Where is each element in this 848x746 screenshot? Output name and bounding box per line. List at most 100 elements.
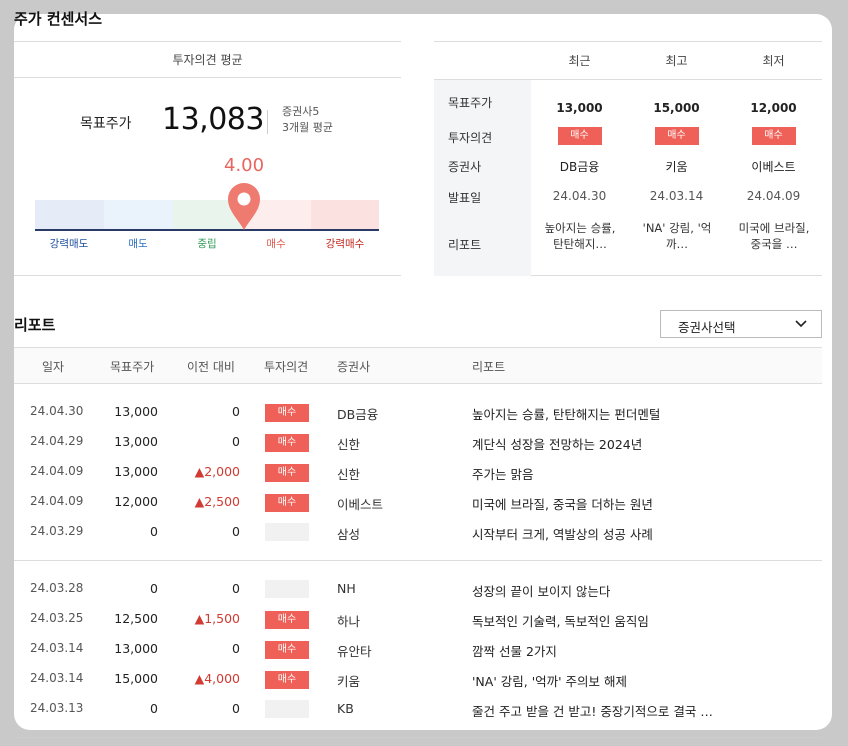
target-price-value: 13,083 xyxy=(162,102,264,137)
row-report-link[interactable]: 계단식 성장을 전망하는 2024년 xyxy=(472,437,643,452)
high-report-link[interactable]: 'NA' 강림, '억까… xyxy=(642,221,712,251)
row-date: 24.03.14 xyxy=(30,671,84,685)
row-opinion: 매수 xyxy=(265,610,309,629)
opinion-badge: 매수 xyxy=(265,464,309,482)
table-row[interactable]: 24.03.28 0 0 NH 성장의 끝이 보이지 않는다 xyxy=(14,574,822,604)
low-date: 24.04.09 xyxy=(746,189,801,203)
header-target-price: 목표주가 xyxy=(110,360,155,374)
row-date: 24.03.13 xyxy=(30,701,84,715)
divider xyxy=(14,737,822,738)
recent-price: 13,000 xyxy=(556,101,603,115)
row-target-price: 13,000 xyxy=(114,464,158,479)
row-report-link[interactable]: 높아지는 승률, 탄탄해지는 펀더멘털 xyxy=(472,407,661,422)
opinion-badge xyxy=(265,523,309,541)
row-date: 24.03.28 xyxy=(30,581,84,595)
low-firm: 이베스트 xyxy=(751,160,796,174)
table-row[interactable]: 24.03.29 0 0 삼성 시작부터 크게, 역발상의 성공 사례 xyxy=(14,517,822,547)
header-report: 리포트 xyxy=(472,360,506,374)
row-change: 0 xyxy=(232,404,240,419)
row-firm: 하나 xyxy=(337,614,361,629)
row-target-price: 0 xyxy=(150,701,158,716)
divider xyxy=(434,79,822,80)
row-report-link[interactable]: 독보적인 기술력, 독보적인 움직임 xyxy=(472,614,649,629)
scale-label-sell: 매도 xyxy=(128,238,148,250)
recent-firm: DB금융 xyxy=(559,160,600,174)
broker-count-text: 증권사5 xyxy=(282,105,320,118)
section-title: 주가 컨센서스 xyxy=(14,10,103,28)
table-row[interactable]: 24.04.30 13,000 0 매수 DB금융 높아지는 승률, 탄탄해지는 펀더멘털 xyxy=(14,397,822,427)
recent-report-link[interactable]: 높아지는 승률, 탄탄해지… xyxy=(544,221,616,251)
row-report-link[interactable]: 'NA' 강림, '억까' 주의보 해제 xyxy=(472,674,628,689)
table-row[interactable]: 24.03.14 15,000 ▲4,000 매수 키움 'NA' 강림, '억까' 주의… xyxy=(14,664,822,694)
row-label-report: 리포트 xyxy=(448,238,482,252)
row-change: 0 xyxy=(232,434,240,449)
row-opinion xyxy=(265,700,309,721)
opinion-badge: 매수 xyxy=(654,127,699,145)
opinion-badge: 매수 xyxy=(557,127,602,145)
divider xyxy=(14,275,401,276)
table-row[interactable]: 24.03.25 12,500 ▲1,500 매수 하나 독보적인 기술력, 독보적인 움… xyxy=(14,604,822,634)
gauge-segment-strong-buy xyxy=(311,200,379,230)
row-opinion: 매수 xyxy=(265,403,309,422)
scale-label-strong-sell: 강력매도 xyxy=(49,238,89,250)
recent-date: 24.04.30 xyxy=(552,189,607,203)
row-report-link[interactable]: 주가는 맑음 xyxy=(472,467,534,482)
row-date: 24.04.09 xyxy=(30,464,84,478)
row-report-link[interactable]: 성장의 끝이 보이지 않는다 xyxy=(472,584,611,599)
broker-count: 증권사5 3개월 평균 xyxy=(282,104,333,136)
row-target-price: 12,500 xyxy=(114,611,158,626)
row-change: ▲2,000 xyxy=(194,464,240,479)
gauge-segment-strong-sell xyxy=(35,200,104,230)
row-report-link[interactable]: 미국에 브라질, 중국을 더하는 원년 xyxy=(472,497,653,512)
row-opinion xyxy=(265,523,309,544)
row-firm: NH xyxy=(337,581,356,596)
report-section-title: 리포트 xyxy=(14,316,56,334)
average-period-text: 3개월 평균 xyxy=(282,121,333,134)
comparison-table: 최근 최고 최저 목표주가 투자의견 증권사 발표일 리포트 13,000 매수… xyxy=(434,41,822,276)
table-row[interactable]: 24.04.29 13,000 0 매수 신한 계단식 성장을 전망하는 2024년 xyxy=(14,427,822,457)
header-firm: 증권사 xyxy=(337,360,371,374)
row-label-opinion: 투자의견 xyxy=(448,131,493,145)
gauge-segment-sell xyxy=(104,200,173,230)
row-report-link[interactable]: 시작부터 크게, 역발상의 성공 사례 xyxy=(472,527,653,542)
row-opinion: 매수 xyxy=(265,433,309,452)
table-row[interactable]: 24.04.09 13,000 ▲2,000 매수 신한 주가는 맑음 xyxy=(14,457,822,487)
table-row[interactable]: 24.03.14 13,000 0 매수 유안타 깜짝 선물 2가지 xyxy=(14,634,822,664)
row-firm: KB xyxy=(337,701,354,716)
row-change: 0 xyxy=(232,524,240,539)
scale-label-neutral: 중립 xyxy=(197,238,217,250)
row-change: 0 xyxy=(232,641,240,656)
row-target-price: 13,000 xyxy=(114,434,158,449)
row-opinion: 매수 xyxy=(265,670,309,689)
broker-select[interactable]: 증권사선택 xyxy=(660,310,822,338)
broker-select-label: 증권사선택 xyxy=(678,320,736,335)
recent-opinion: 매수 xyxy=(531,127,628,145)
row-label-firm: 증권사 xyxy=(448,160,482,174)
column-header-recent: 최근 xyxy=(568,54,591,68)
opinion-score: 4.00 xyxy=(224,155,265,176)
row-report-link[interactable]: 줄건 주고 받을 건 받고! 중장기적으로 결국 … xyxy=(472,704,713,719)
target-price-label: 목표주가 xyxy=(80,116,132,132)
table-row[interactable]: 24.04.09 12,000 ▲2,500 매수 이베스트 미국에 브라질, 중국을 더… xyxy=(14,487,822,517)
row-firm: DB금융 xyxy=(337,407,379,422)
opinion-badge: 매수 xyxy=(265,404,309,422)
row-date: 24.03.29 xyxy=(30,524,84,538)
row-target-price: 12,000 xyxy=(114,494,158,509)
row-firm: 삼성 xyxy=(337,527,361,542)
opinion-badge: 매수 xyxy=(265,434,309,452)
row-target-price: 13,000 xyxy=(114,641,158,656)
header-opinion: 투자의견 xyxy=(264,360,309,374)
row-firm: 신한 xyxy=(337,467,361,482)
table-row[interactable]: 24.03.13 0 0 KB 줄건 주고 받을 건 받고! 중장기적으로 결국 … xyxy=(14,694,822,724)
header-date: 일자 xyxy=(42,360,65,374)
row-firm: 키움 xyxy=(337,674,361,689)
opinion-badge: 매수 xyxy=(265,641,309,659)
row-date: 24.04.30 xyxy=(30,404,84,418)
row-report-link[interactable]: 깜짝 선물 2가지 xyxy=(472,644,557,659)
low-opinion: 매수 xyxy=(725,127,822,145)
header-change: 이전 대비 xyxy=(187,360,235,374)
low-report-link[interactable]: 미국에 브라질, 중국을 … xyxy=(738,221,810,251)
divider xyxy=(14,560,822,561)
scale-label-strong-buy: 강력매수 xyxy=(325,238,365,250)
row-target-price: 0 xyxy=(150,581,158,596)
